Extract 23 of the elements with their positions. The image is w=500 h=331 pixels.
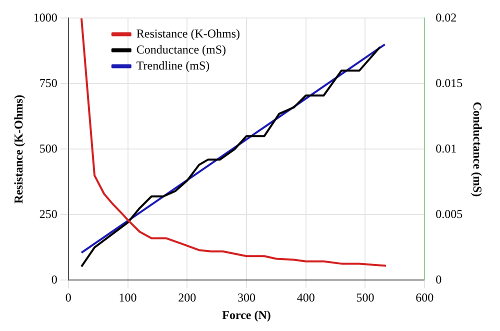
y2-tick-label: 0 [436,272,442,286]
y-tick-label: 750 [39,76,58,90]
x-tick-label: 100 [118,290,137,305]
y-tick-label: 500 [39,141,58,156]
x-tick-label: 500 [356,290,374,305]
y2-axis-title: Conductance (mS) [470,102,485,197]
x-tick-label: 300 [238,290,256,305]
x-tick-label: 0 [65,290,72,305]
y2-tick-label: 0.005 [436,206,463,221]
legend-label: Trendline (mS) [136,58,210,72]
y2-tick-label: 0.02 [436,10,457,24]
y2-tick-label: 0.015 [436,76,463,90]
y2-tick-label: 0.01 [436,141,457,156]
y-axis-title: Resistance (K-Ohms) [11,94,26,204]
y-tick-label: 1000 [33,10,58,24]
x-tick-label: 400 [296,290,315,305]
x-axis-title: Force (N) [222,308,271,322]
y-tick-label: 250 [39,206,58,221]
x-tick-label: 200 [178,290,196,305]
y-tick-label: 0 [51,272,58,286]
legend-label: Conductance (mS) [136,42,226,56]
x-tick-label: 600 [416,290,434,305]
legend-label: Resistance (K-Ohms) [136,26,240,40]
